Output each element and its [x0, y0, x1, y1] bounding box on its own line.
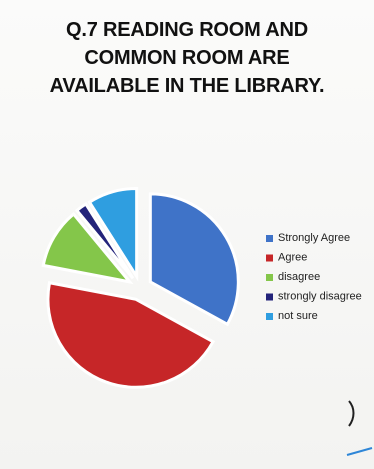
pie-slice-not-sure [87, 186, 139, 282]
pie-slices [41, 186, 240, 389]
legend-swatch-strongly-agree [266, 235, 273, 242]
pie-slice-strongly-agree [148, 192, 240, 327]
legend-label-strongly-disagree: strongly disagree [278, 291, 362, 303]
legend-label-strongly-agree: Strongly Agree [278, 232, 350, 244]
chart-legend: Strongly Agree Agree disagree strongly disa… [266, 232, 362, 322]
edge-blue-line-icon [346, 447, 373, 456]
legend-label-not-sure: not sure [278, 310, 318, 322]
legend-label-disagree: disagree [278, 271, 320, 283]
legend-swatch-disagree [266, 274, 273, 281]
chart-title-line-3: AVAILABLE IN THE LIBRARY. [49, 75, 325, 97]
pie-slice-strongly-disagree [74, 201, 135, 280]
chart-title-line-1: Q.7 READING ROOM AND [66, 19, 308, 41]
legend-swatch-agree [266, 254, 273, 262]
chart-title: Q.7 READING ROOM AND COMMON ROOM ARE AVA… [18, 16, 356, 100]
legend-label-agree: Agree [278, 252, 307, 264]
legend-swatch-not-sure [266, 313, 273, 320]
chart-title-line-2: COMMON ROOM ARE [84, 47, 290, 69]
edge-scan-mark-icon [348, 400, 355, 427]
pie-slice-agree [46, 281, 216, 389]
pie-slice-disagree [41, 211, 134, 285]
legend-swatch-strongly-disagree [266, 293, 273, 301]
